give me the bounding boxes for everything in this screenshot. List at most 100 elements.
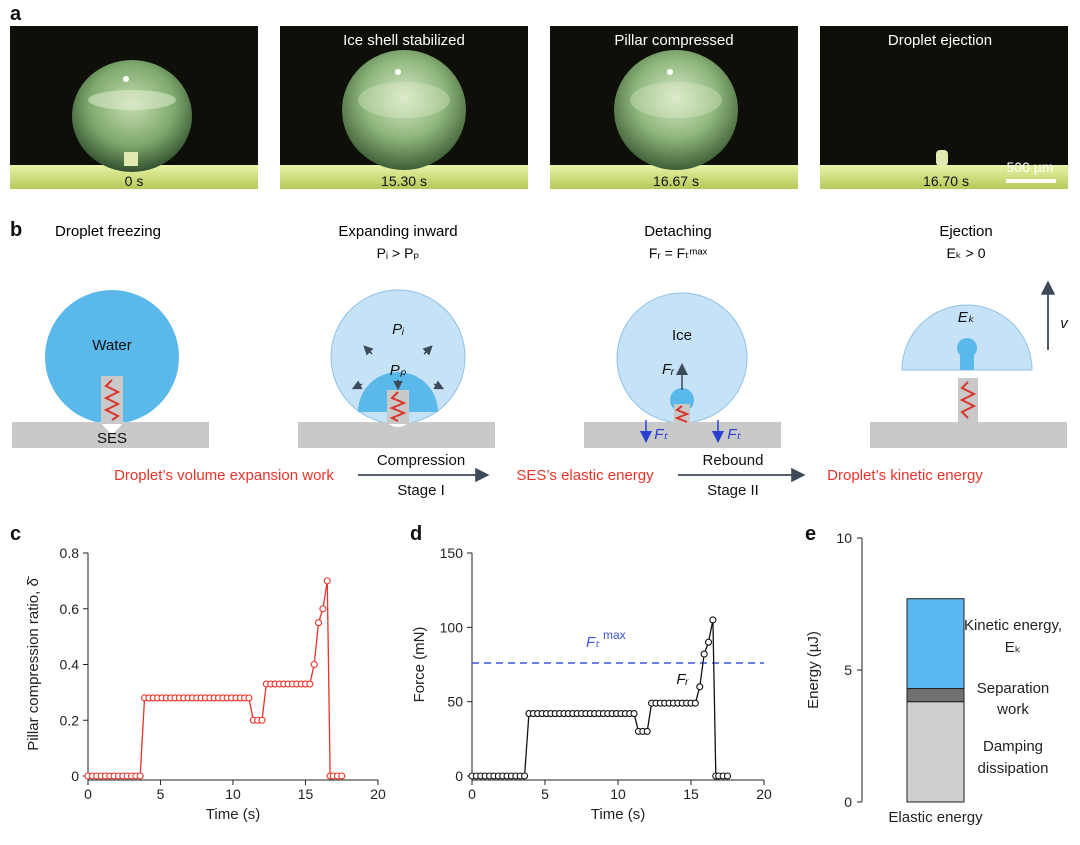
data-point [704, 638, 713, 646]
data-point [323, 577, 331, 585]
label-pi: Pᵢ [392, 321, 405, 338]
label-ft-left: Fₜ [654, 426, 668, 443]
bar-segment [906, 701, 965, 803]
data-point [310, 660, 318, 669]
frame-4-title: Droplet ejection [888, 32, 992, 49]
panel-letter-a: a [10, 3, 22, 25]
segment-label: Separation [977, 680, 1050, 697]
stage-2-title: Expanding inward [338, 223, 457, 240]
label-ice: Ice [672, 327, 692, 344]
data-point [136, 772, 144, 780]
y-tick-label: 150 [440, 545, 464, 561]
segment-label: work [996, 701, 1029, 718]
y-tick-label: 10 [836, 530, 852, 546]
energy-flow: Droplet’s volume expansion work Compress… [114, 452, 983, 499]
panel-letter-e: e [805, 523, 816, 545]
chart-compression-ratio: 0 5 10 15 20 0 0.2 0.4 0.6 0.8 Time (s) Pillar comp… [25, 545, 386, 823]
x-tick-label: 5 [541, 786, 549, 802]
y-tick-label: 5 [844, 662, 852, 678]
y-tick-label: 0.6 [60, 601, 80, 617]
x-axis-label: Time (s) [591, 806, 645, 823]
frame-4-time: 16.70 s [923, 173, 969, 189]
data-point [338, 772, 346, 780]
label-ft-right: Fₜ [727, 426, 741, 443]
x-tick-label: 15 [683, 786, 699, 802]
data-point [306, 680, 314, 688]
threshold-label-sup: max [603, 628, 626, 642]
flow-arrow-1-top: Compression [377, 452, 465, 469]
data-point [723, 772, 732, 780]
flow-arrow-2-bottom: Stage II [707, 482, 759, 499]
schematic-ejection: Eₖ v [870, 280, 1069, 448]
category-label: Elastic energy [888, 809, 983, 826]
frame-3-title: Pillar compressed [614, 32, 733, 49]
panel-letter-c: c [10, 523, 21, 545]
schematic-droplet-freezing: Water SES [12, 290, 209, 448]
y-tick-label: 0.4 [60, 657, 80, 673]
scale-bar-label: 500 µm [1007, 159, 1054, 175]
bar-segment [906, 687, 965, 703]
series-line [472, 619, 728, 777]
label-pp: Pₚ [390, 362, 407, 379]
data-point [521, 772, 529, 780]
frame-2-time: 15.30 s [381, 173, 427, 189]
data-point [643, 727, 651, 735]
data-point [319, 605, 327, 613]
x-axis-label: Time (s) [206, 806, 260, 823]
photo-frame-1: 0 s [10, 26, 258, 189]
y-tick-label: 100 [440, 619, 464, 635]
frame-2-title: Ice shell stabilized [343, 32, 465, 49]
y-tick-label: 0 [844, 794, 852, 810]
flow-arrow-2-top: Rebound [703, 452, 764, 469]
data-point [709, 616, 717, 624]
y-axis-label: Energy (µJ) [805, 631, 822, 709]
stage-2-condition: Pᵢ > Pₚ [377, 245, 420, 261]
label-ek: Eₖ [958, 309, 975, 326]
segment-label: dissipation [978, 760, 1049, 777]
label-fr: Fᵣ [662, 361, 675, 378]
segment-label: Kinetic energy, [964, 617, 1062, 634]
flow-step-1: Droplet’s volume expansion work [114, 467, 334, 484]
schematic-detaching: Ice Fᵣ Fₜ Fₜ [584, 292, 781, 448]
photo-frame-4: Droplet ejection 500 µm 16.70 s [820, 26, 1068, 189]
x-tick-label: 0 [84, 786, 92, 802]
data-point [245, 694, 253, 702]
x-tick-label: 0 [468, 786, 476, 802]
flow-arrow-1-bottom: Stage I [397, 482, 445, 499]
data-point [314, 619, 323, 627]
bar-segment [906, 598, 965, 689]
y-axis-label: Force (mN) [411, 627, 428, 703]
y-axis-label: Pillar compression ratio, δ̄ [25, 576, 42, 751]
data-point [700, 650, 708, 658]
x-tick-label: 5 [157, 786, 165, 802]
x-tick-label: 20 [370, 786, 386, 802]
frame-1-time: 0 s [125, 173, 144, 189]
label-water: Water [92, 337, 131, 354]
frame-3-time: 16.67 s [653, 173, 699, 189]
stage-1-title: Droplet freezing [55, 223, 161, 240]
chart-force: 0 5 10 15 20 0 50 100 150 Time (s) Force (mN) Fₜ max… [411, 545, 772, 823]
series-label: Fᵣ [676, 671, 689, 688]
scale-bar [1006, 179, 1056, 183]
y-tick-label: 0.2 [60, 712, 80, 728]
threshold-label: Fₜ [586, 634, 600, 651]
series-line [88, 580, 342, 777]
label-v: v [1060, 315, 1069, 332]
x-tick-label: 15 [298, 786, 314, 802]
x-tick-label: 20 [756, 786, 772, 802]
segment-label: Damping [983, 738, 1043, 755]
flow-step-3: Droplet’s kinetic energy [827, 467, 983, 484]
stage-4-title: Ejection [939, 223, 992, 240]
stage-3-condition: Fᵣ = Fₜᵐᵃˣ [649, 245, 708, 261]
data-point [691, 699, 699, 707]
segment-label: Eₖ [1005, 639, 1021, 656]
x-tick-label: 10 [610, 786, 626, 802]
data-point [258, 716, 266, 724]
panel-letter-d: d [410, 523, 422, 545]
chart-energy: 0 5 10 Energy (µJ) Damping dissipation Separat… [805, 530, 1062, 826]
y-tick-label: 0 [71, 768, 79, 784]
stage-4-condition: Eₖ > 0 [946, 245, 985, 261]
schematic-expanding-inward: Pᵢ Pₚ [298, 289, 495, 448]
label-ses: SES [97, 430, 127, 447]
